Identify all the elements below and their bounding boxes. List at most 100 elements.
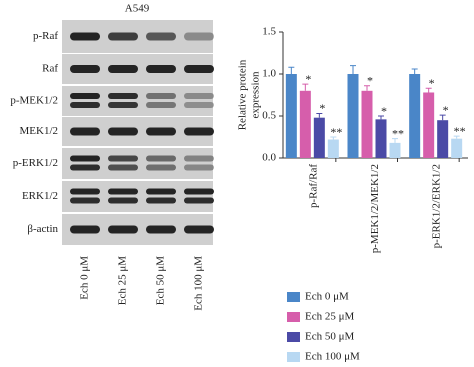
error-bar: [425, 87, 432, 93]
blot-row-label: Raf: [42, 63, 58, 75]
legend-swatch: [287, 312, 300, 322]
significance-label: **: [392, 126, 404, 140]
blot-band: [108, 102, 138, 108]
error-bar: [439, 114, 446, 121]
significance-label: *: [305, 72, 311, 86]
x-tick-label: p-Raf/Raf: [307, 164, 319, 208]
bar-chart: 0.0 0.5 1.0 1.5 Relative protein expression p-…: [237, 26, 468, 363]
bar: [299, 90, 311, 158]
blot-band: [184, 225, 214, 234]
bar: [437, 120, 449, 158]
legend-label: Ech 25 μM: [305, 311, 354, 323]
significance-label: *: [443, 103, 449, 117]
blot-band: [146, 225, 176, 234]
lane-label: Ech 25 μM: [117, 256, 129, 305]
blot-band: [146, 32, 176, 41]
blot-band: [184, 164, 214, 171]
blot-band: [146, 155, 176, 162]
blot-band: [146, 93, 176, 99]
significance-label: **: [330, 125, 342, 139]
blot-band: [70, 164, 100, 171]
blot-band: [70, 65, 100, 73]
error-bar: [453, 135, 460, 139]
bar: [389, 142, 401, 158]
blot-row-label: p-ERK1/2: [13, 157, 58, 169]
blot-strip: [62, 181, 213, 212]
blot-band: [146, 188, 176, 195]
blot-band: [70, 225, 100, 234]
bar: [327, 139, 339, 158]
blot-band: [70, 102, 100, 108]
x-tick-label: p-ERK1/2/ERK1/2: [431, 164, 443, 248]
blot-band: [184, 155, 214, 162]
blot-row-label: p-MEK1/2: [10, 95, 58, 107]
significance-label: **: [454, 124, 466, 138]
blot-band: [146, 164, 176, 171]
bar: [361, 90, 373, 158]
blot-band: [184, 32, 214, 41]
blot-band: [70, 188, 100, 195]
error-bar: [364, 85, 370, 91]
error-bar: [330, 136, 337, 140]
blot-band: [108, 188, 138, 195]
bar: [423, 92, 435, 158]
blot-band: [70, 127, 100, 136]
blot-row-label: MEK1/2: [20, 125, 59, 137]
blot-title: A549: [125, 3, 150, 15]
blot-band: [108, 155, 138, 162]
blot-band: [184, 102, 214, 108]
y-tick-label: 0.0: [262, 152, 276, 164]
y-axis-label: expression: [250, 71, 262, 119]
error-bar: [288, 66, 295, 74]
blot-band: [184, 188, 214, 195]
bar: [375, 119, 387, 158]
blot-row-label: β-actin: [27, 223, 58, 235]
error-bar: [316, 112, 323, 118]
error-bar: [302, 83, 309, 91]
blot-band: [184, 65, 214, 73]
blot-band: [146, 65, 176, 73]
blot-band: [108, 225, 138, 234]
blot-band: [184, 197, 214, 204]
y-tick-label: 1.5: [262, 26, 276, 38]
blot-band: [70, 93, 100, 99]
blot-band: [108, 32, 138, 41]
blot-row-label: p-Raf: [33, 30, 58, 42]
error-bar: [411, 68, 418, 74]
blot-row-label: ERK1/2: [22, 190, 58, 202]
bar: [313, 117, 325, 158]
blot-band: [108, 164, 138, 171]
y-axis-label: Relative protein: [237, 59, 249, 130]
significance-label: *: [319, 101, 325, 115]
blot-band: [108, 65, 138, 73]
blot-band: [70, 32, 100, 41]
error-bar: [378, 115, 384, 120]
blot-band: [146, 127, 176, 136]
lane-label: Ech 100 μM: [193, 256, 205, 311]
blot-band: [184, 127, 214, 136]
blot-band: [108, 197, 138, 204]
legend-label: Ech 50 μM: [305, 331, 354, 343]
blot-band: [108, 127, 138, 136]
significance-label: *: [429, 76, 435, 90]
bar: [409, 74, 421, 158]
legend-label: Ech 100 μM: [305, 351, 360, 363]
lane-label: Ech 0 μM: [79, 256, 91, 300]
legend-swatch: [287, 292, 300, 302]
blot-band: [146, 102, 176, 108]
legend-swatch: [287, 332, 300, 342]
blot-band: [70, 197, 100, 204]
blot-band: [146, 197, 176, 204]
lane-label: Ech 50 μM: [155, 256, 167, 305]
error-bar: [350, 65, 356, 74]
legend-swatch: [287, 352, 300, 362]
blot-strip: [62, 86, 213, 116]
significance-label: *: [381, 104, 387, 118]
blot-band: [108, 93, 138, 99]
significance-label: *: [367, 74, 373, 88]
bar: [451, 138, 463, 158]
western-blot: p-Raf Raf p-MEK1/2 MEK1/2 p-ERK1/2 ERK1/2 β-ac…: [10, 20, 214, 311]
bar: [347, 74, 359, 158]
x-tick-label: p-MEK1/2/MEK1/2: [369, 164, 381, 253]
